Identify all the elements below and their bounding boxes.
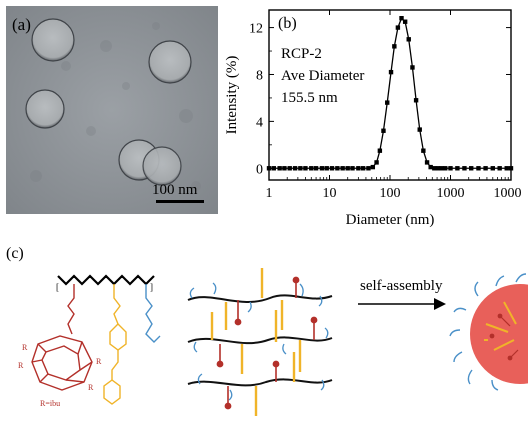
x-axis-label: Diameter (nm): [346, 212, 435, 228]
micelle-core: [470, 284, 528, 384]
x-tick-label: 10: [323, 186, 337, 201]
data-point: [476, 166, 481, 171]
data-point: [385, 100, 390, 105]
data-point: [329, 166, 335, 171]
tem-image-panel: (a) 100 nm: [6, 6, 218, 214]
data-point: [303, 166, 308, 171]
data-point: [313, 166, 319, 171]
data-point: [497, 166, 502, 171]
data-point: [443, 166, 448, 171]
svg-text:[: [: [56, 282, 59, 292]
data-point: [402, 19, 408, 24]
data-point: [282, 166, 287, 171]
data-point: [324, 166, 329, 171]
data-point: [370, 164, 376, 170]
y-tick-label: 0: [256, 162, 263, 177]
data-point: [448, 166, 453, 171]
panel-b-label: (b): [278, 15, 297, 32]
data-point: [356, 166, 361, 171]
data-point: [399, 16, 404, 21]
scale-bar-label: 100 nm: [152, 182, 198, 198]
data-point: [410, 65, 415, 70]
y-tick-label: 4: [256, 115, 263, 130]
ave-diameter-value: 155.5 nm: [281, 90, 338, 106]
data-point: [504, 166, 509, 171]
data-point: [335, 166, 340, 171]
data-point: [455, 166, 460, 171]
r-group-label: R: [22, 343, 28, 352]
data-point: [266, 166, 272, 171]
data-point: [421, 148, 426, 153]
self-assembly-label: self-assembly: [360, 278, 443, 294]
x-tick-label: 1000: [437, 186, 465, 201]
scale-bar: [156, 200, 204, 203]
data-point: [395, 25, 401, 30]
x-tick-label: 100: [380, 186, 401, 201]
r-group-label: R: [96, 357, 102, 366]
panel-a-label: (a): [12, 15, 31, 34]
data-point: [277, 166, 282, 171]
data-point: [392, 44, 397, 49]
data-point: [360, 166, 366, 171]
data-point: [271, 166, 276, 171]
data-point: [388, 69, 394, 75]
data-point: [319, 166, 325, 171]
data-point: [366, 166, 371, 171]
arrow-head: [434, 298, 446, 310]
data-point: [462, 166, 467, 171]
data-point: [413, 98, 419, 103]
data-point: [350, 166, 355, 171]
data-point: [424, 160, 430, 165]
data-point: [483, 166, 488, 171]
data-point: [287, 166, 292, 171]
azobenzene-pendant: [103, 284, 127, 405]
data-point: [345, 166, 350, 171]
r-group-label: R: [18, 361, 24, 370]
data-point: [435, 166, 441, 171]
data-point: [417, 127, 422, 132]
data-point: [406, 37, 411, 42]
data-point: [309, 166, 314, 171]
r-group-label: R: [88, 383, 94, 392]
cage-pendant: [31, 284, 93, 391]
panel-c-label: (c): [6, 245, 24, 262]
data-point: [469, 166, 474, 171]
r-ibu-label: R=ibu: [40, 399, 60, 408]
svg-text:]: ]: [150, 282, 153, 292]
ave-diameter-label: Ave Diameter: [281, 68, 364, 84]
data-point: [381, 128, 386, 133]
micelle: [449, 273, 528, 391]
amine-pendant: [145, 284, 161, 343]
data-point: [377, 148, 383, 153]
vesicle: [31, 18, 75, 62]
polymer-chains: [187, 268, 333, 416]
vesicle: [148, 40, 192, 84]
data-point: [298, 166, 303, 171]
data-point: [292, 166, 298, 171]
y-axis-label: Intensity (%): [224, 56, 240, 135]
schematic: (c) [] R R R R R=ibu: [6, 245, 528, 416]
data-point: [432, 166, 437, 171]
sample-name: RCP-2: [281, 46, 322, 62]
tem-micrograph: (a) 100 nm: [6, 6, 218, 214]
y-tick-label: 12: [249, 22, 263, 37]
data-point: [439, 166, 444, 171]
data-point: [374, 160, 379, 165]
tem-noise: [30, 22, 201, 191]
data-point: [490, 166, 495, 171]
vesicle: [142, 146, 182, 186]
data-point: [508, 166, 514, 171]
chemical-structure: [] R R R R R=ibu: [18, 274, 161, 408]
x-tick-label: 1: [266, 186, 273, 201]
data-point: [340, 166, 345, 171]
data-point: [428, 164, 433, 170]
series-layer: [266, 16, 514, 171]
y-tick-label: 8: [256, 68, 263, 83]
schematic-panel: (c) [] R R R R R=ibu: [0, 240, 528, 423]
vesicle: [25, 89, 65, 129]
